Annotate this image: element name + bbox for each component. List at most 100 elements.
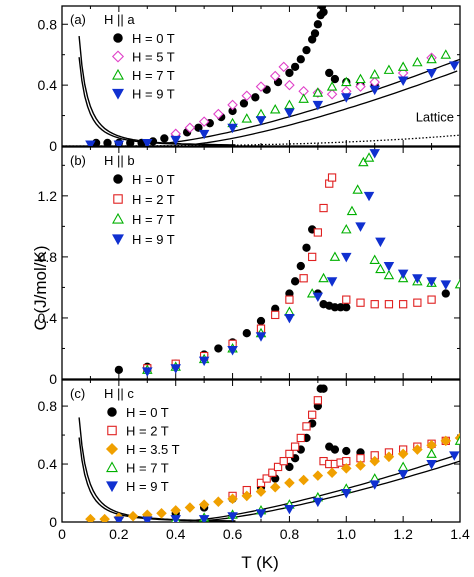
series-triangle-down-5: [113, 451, 460, 522]
data-point: [290, 442, 300, 451]
legend-marker: [106, 461, 118, 473]
data-point: [342, 303, 351, 312]
y-tick-label: 0.8: [38, 16, 58, 32]
y-tick-label: 0.4: [38, 310, 58, 326]
y-tick-label: 0.8: [38, 398, 58, 414]
legend-marker: [106, 481, 118, 493]
data-point: [255, 509, 267, 519]
x-tick-label: 1.0: [337, 526, 357, 542]
data-point: [375, 263, 386, 274]
x-tick-label: 1.2: [393, 526, 413, 542]
data-point: [440, 280, 452, 290]
data-point: [142, 516, 153, 522]
fit-curve-2: [189, 70, 458, 146]
data-point: [269, 104, 281, 114]
y-axis-title: C (J/mol/K): [31, 246, 50, 331]
data-point: [313, 20, 323, 29]
legend-label: H = 0 T: [132, 172, 175, 187]
data-point: [440, 49, 452, 59]
data-point: [341, 463, 352, 474]
legend-marker: [113, 174, 123, 184]
data-point: [319, 384, 328, 393]
data-point: [341, 489, 352, 499]
data-point: [285, 68, 294, 78]
data-point: [213, 496, 224, 507]
data-point: [341, 223, 352, 234]
x-tick-label: 0.2: [109, 526, 129, 542]
data-point: [255, 116, 267, 126]
x-axis-title: T (K): [241, 553, 278, 572]
data-point: [285, 449, 294, 459]
data-point: [214, 344, 223, 353]
data-point: [355, 73, 366, 84]
data-point: [113, 516, 125, 522]
legend: H = 0 T H = 2 T H = 3.5 T H = 7 T H = 9 T: [105, 405, 180, 494]
legend-item: H = 0 T: [113, 31, 175, 46]
data-point: [284, 477, 295, 489]
legend-marker: [111, 50, 125, 63]
data-point: [170, 135, 181, 146]
data-point: [85, 513, 96, 522]
x-tick-label: 0.4: [166, 526, 186, 542]
data-point: [241, 490, 253, 502]
y-tick-label: 0: [49, 138, 57, 154]
data-point: [273, 77, 283, 87]
data-point: [227, 345, 238, 356]
data-point: [198, 356, 210, 367]
data-point: [358, 156, 369, 167]
data-point: [327, 173, 337, 182]
legend-item: H = 9 T: [112, 87, 175, 102]
data-point: [356, 298, 365, 307]
data-point: [156, 508, 167, 519]
data-point: [363, 191, 375, 202]
data-point: [369, 455, 380, 467]
data-point: [262, 474, 271, 483]
data-point: [397, 448, 409, 460]
data-point: [352, 184, 363, 194]
panel-2: 0 0.4 0.8 1.2 (b) H || b H = 0 T H = 2 T H = 7 T…: [38, 146, 461, 387]
data-point: [426, 53, 437, 64]
legend-item: H = 9 T: [106, 479, 169, 494]
data-point: [312, 470, 324, 481]
legend-label: H = 3.5 T: [126, 442, 180, 457]
data-point: [302, 243, 311, 252]
data-point: [296, 433, 305, 443]
series-square-2: [143, 173, 436, 373]
legend: H = 0 T H = 5 T H = 7 T H = 9 T: [111, 31, 175, 102]
data-point: [355, 81, 366, 92]
data-point: [251, 93, 260, 102]
data-point: [255, 81, 267, 92]
legend-marker: [107, 425, 117, 436]
data-point: [342, 446, 351, 456]
legend-item: H = 3.5 T: [105, 442, 180, 457]
data-point: [325, 68, 334, 78]
series-circle-1: [114, 225, 450, 374]
legend-item: H = 0 T: [113, 172, 175, 187]
data-point: [273, 462, 283, 472]
data-point: [227, 493, 238, 505]
data-point: [312, 100, 324, 111]
data-point: [241, 90, 253, 102]
x-tick-label: 0: [58, 526, 66, 542]
legend-label: H = 0 T: [132, 31, 175, 46]
data-point: [127, 510, 139, 522]
panel-label: (c): [70, 386, 85, 401]
data-point: [308, 410, 317, 419]
data-point: [85, 140, 96, 146]
legend-label: H = 2 T: [132, 192, 175, 207]
data-point: [397, 269, 409, 280]
data-point: [284, 313, 295, 324]
data-point: [290, 277, 300, 286]
fit-curve-1: [164, 58, 460, 144]
data-point: [454, 435, 460, 445]
data-point: [268, 468, 277, 477]
data-point: [319, 203, 328, 213]
data-point: [330, 445, 340, 454]
data-point: [426, 68, 437, 79]
data-point: [198, 116, 210, 127]
legend-marker: [107, 407, 117, 417]
legend-item: H = 5 T: [111, 50, 175, 65]
panel-data: [78, 384, 460, 522]
